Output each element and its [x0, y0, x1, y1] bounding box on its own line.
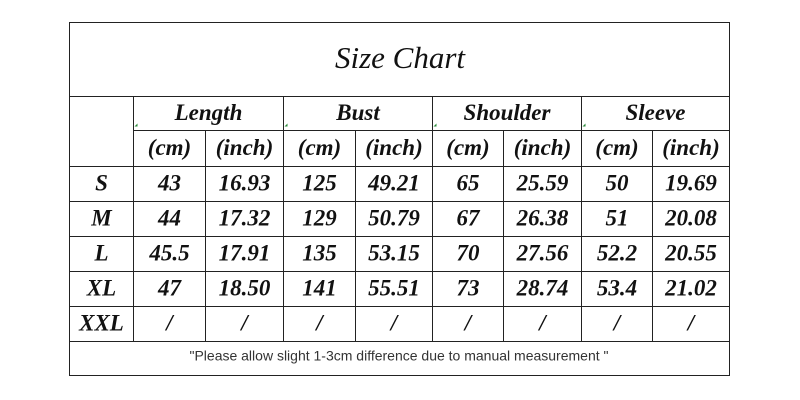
cell-value: 47	[157, 275, 183, 300]
size-label: XXL	[78, 310, 124, 335]
cell-value: 129	[302, 205, 337, 230]
cell-value: 141	[302, 275, 337, 300]
cell-value: 43	[157, 170, 181, 195]
cell-value: /	[463, 310, 474, 335]
cell-value: 135	[302, 240, 337, 265]
cell-value: 17.91	[219, 240, 271, 265]
unit-header: (inch)	[216, 135, 274, 160]
cell-value: /	[164, 310, 175, 335]
cell-value: 51	[606, 205, 629, 230]
size-label: L	[93, 240, 108, 265]
cell-value: /	[612, 310, 623, 335]
cell-value: 65	[457, 170, 480, 195]
cell-value: 52.2	[597, 240, 637, 265]
cell-value: 20.08	[664, 205, 717, 230]
cell-value: /	[686, 310, 697, 335]
cell-value: /	[239, 310, 250, 335]
cell-value: 49.21	[367, 170, 420, 195]
corner-mark	[582, 123, 586, 127]
cell-value: /	[389, 310, 400, 335]
title: Size Chart	[335, 40, 466, 75]
cell-value: 50	[606, 170, 630, 195]
cell-value: 53.15	[368, 240, 420, 265]
size-label: S	[95, 170, 108, 195]
cell-value: 17.32	[219, 205, 271, 230]
group-header: Sleeve	[625, 100, 685, 125]
corner-mark	[433, 123, 437, 127]
size-label: M	[90, 205, 113, 230]
corner-mark	[134, 123, 138, 127]
cell-value: 44	[157, 205, 181, 230]
cell-value: 45.5	[148, 240, 189, 265]
note: "Please allow slight 1-3cm difference du…	[189, 348, 608, 364]
unit-header: (inch)	[662, 135, 720, 160]
cell-value: 28.74	[516, 275, 569, 300]
cell-value: 20.55	[664, 240, 717, 265]
group-header: Length	[174, 100, 243, 125]
unit-header: (cm)	[148, 135, 191, 160]
size-label: XL	[86, 275, 116, 300]
corner-mark	[284, 123, 288, 127]
cell-value: /	[537, 310, 548, 335]
cell-value: 70	[457, 240, 481, 265]
unit-header: (inch)	[514, 135, 572, 160]
group-header: Bust	[335, 100, 380, 125]
cell-value: /	[314, 310, 325, 335]
cell-value: 21.02	[664, 275, 717, 300]
unit-header: (inch)	[365, 135, 423, 160]
unit-header: (cm)	[298, 135, 341, 160]
unit-header: (cm)	[446, 135, 489, 160]
cell-value: 55.51	[368, 275, 420, 300]
cell-value: 18.50	[219, 275, 271, 300]
group-header: Shoulder	[464, 100, 552, 125]
cell-value: 67	[457, 205, 482, 230]
cell-value: 27.56	[516, 240, 569, 265]
cell-value: 16.93	[219, 170, 271, 195]
cell-value: 25.59	[516, 170, 569, 195]
table-border	[69, 22, 730, 376]
cell-value: 26.38	[516, 205, 569, 230]
cell-value: 19.69	[665, 170, 717, 195]
cell-value: 50.79	[368, 205, 420, 230]
cell-value: 53.4	[597, 275, 637, 300]
cell-value: 125	[302, 170, 337, 195]
unit-header: (cm)	[595, 135, 638, 160]
cell-value: 73	[457, 275, 480, 300]
